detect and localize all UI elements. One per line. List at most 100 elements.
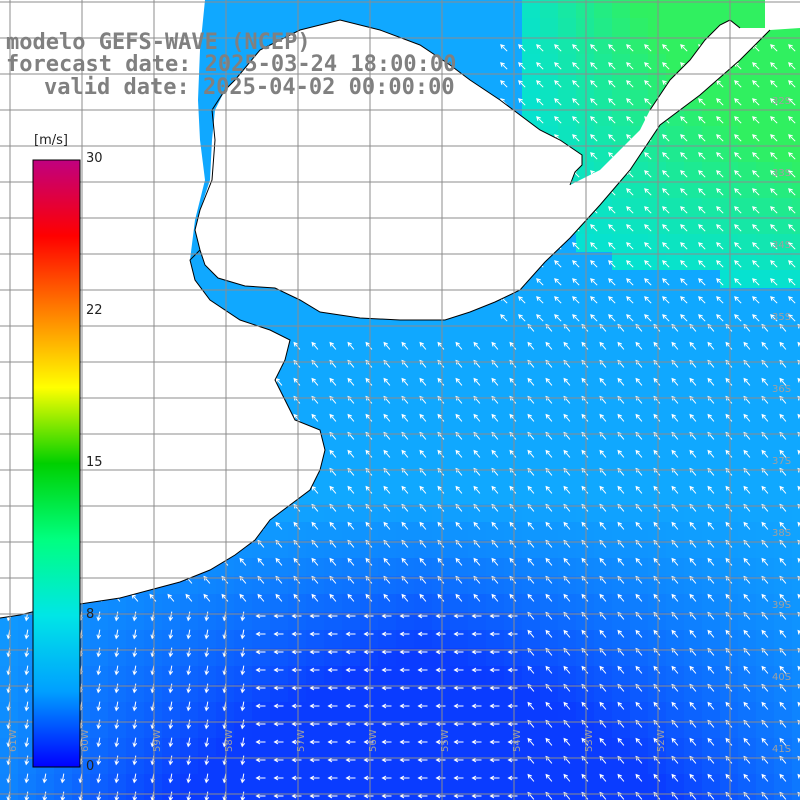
wind-arrow	[752, 170, 760, 178]
wind-speed-cell	[540, 306, 559, 325]
wind-speed-cell	[558, 54, 577, 73]
wind-speed-cell	[558, 702, 577, 721]
wind-speed-cell	[18, 666, 37, 685]
wind-speed-cell	[522, 576, 541, 595]
wind-arrow	[132, 719, 138, 730]
wind-speed-cell	[594, 684, 613, 703]
wind-speed-cell	[756, 468, 775, 487]
wind-arrow	[671, 665, 679, 674]
wind-speed-cell	[108, 648, 127, 667]
wind-arrow	[471, 631, 482, 637]
wind-arrow	[204, 647, 210, 658]
wind-speed-cell	[684, 576, 703, 595]
wind-speed-cell	[594, 378, 613, 397]
wind-speed-cell	[594, 738, 613, 757]
wind-arrow	[626, 278, 634, 286]
wind-arrow	[273, 685, 284, 691]
wind-speed-cell	[702, 486, 721, 505]
longitude-labels: 61W 60W 59W 58W 57W 56W 55W 54W 53W 52W	[8, 729, 667, 752]
wind-arrow	[435, 667, 446, 673]
wind-speed-cell	[18, 702, 37, 721]
wind-arrow	[311, 377, 319, 386]
wind-arrow	[617, 485, 625, 494]
wind-speed-cell	[396, 504, 415, 523]
wind-arrow	[563, 701, 571, 710]
wind-speed-cell	[90, 738, 109, 757]
wind-arrow	[752, 116, 760, 124]
wind-speed-cell	[324, 702, 343, 721]
wind-arrow	[563, 737, 571, 746]
wind-speed-cell	[792, 72, 800, 91]
wind-arrow	[671, 413, 679, 422]
wind-arrow	[644, 206, 652, 214]
wind-arrow	[309, 775, 320, 781]
wind-arrow	[761, 737, 769, 746]
wind-speed-cell	[540, 360, 559, 379]
wind-arrow	[761, 557, 769, 566]
wind-speed-cell	[738, 648, 757, 667]
wind-speed-cell	[702, 252, 721, 271]
wind-arrow	[381, 721, 392, 727]
wind-speed-cell	[180, 594, 199, 613]
wind-arrow	[527, 557, 535, 566]
wind-speed-cell	[630, 522, 649, 541]
wind-arrow	[273, 775, 284, 781]
wind-speed-cell	[774, 774, 793, 793]
wind-arrow	[698, 206, 706, 214]
wind-speed-cell	[630, 270, 649, 289]
wind-speed-cell	[486, 666, 505, 685]
wind-speed-cell	[378, 414, 397, 433]
wind-speed-cell	[414, 414, 433, 433]
wind-arrow	[725, 449, 733, 458]
wind-speed-cell	[234, 702, 253, 721]
wind-speed-cell	[468, 702, 487, 721]
wind-arrow	[581, 341, 589, 350]
wind-speed-cell	[414, 0, 433, 19]
wind-speed-cell	[252, 648, 271, 667]
wind-arrow	[752, 314, 760, 322]
wind-speed-cell	[306, 720, 325, 739]
wind-arrow	[381, 739, 392, 745]
wind-arrow	[255, 793, 266, 799]
wind-speed-cell	[540, 396, 559, 415]
wind-arrow	[473, 557, 481, 566]
wind-arrow	[311, 521, 319, 530]
wind-speed-cell	[342, 540, 361, 559]
wind-speed-cell	[378, 378, 397, 397]
wind-speed-cell	[594, 288, 613, 307]
wind-arrow	[507, 793, 518, 799]
wind-arrow	[347, 449, 355, 458]
wind-arrow	[365, 341, 373, 350]
wind-arrow	[725, 557, 733, 566]
wind-speed-cell	[522, 360, 541, 379]
wind-speed-cell	[468, 18, 487, 37]
wind-speed-cell	[414, 324, 433, 343]
wind-speed-cell	[342, 432, 361, 451]
wind-speed-cell	[198, 702, 217, 721]
wind-arrow	[24, 791, 30, 800]
wind-arrow	[680, 224, 688, 232]
wind-speed-cell	[630, 504, 649, 523]
wind-arrow	[725, 377, 733, 386]
wind-speed-cell	[702, 468, 721, 487]
wind-arrow	[401, 377, 409, 386]
wind-speed-cell	[738, 90, 757, 109]
wind-speed-cell	[792, 306, 800, 325]
wind-arrow	[734, 170, 742, 178]
wind-speed-cell	[198, 270, 217, 289]
wind-speed-cell	[306, 612, 325, 631]
wind-arrow	[291, 721, 302, 727]
wind-arrow	[635, 341, 643, 350]
wind-speed-cell	[306, 0, 325, 19]
wind-arrow	[662, 260, 670, 268]
wind-speed-cell	[666, 684, 685, 703]
wind-speed-cell	[738, 0, 757, 19]
wind-arrow	[536, 278, 544, 286]
wind-speed-cell	[468, 378, 487, 397]
wind-speed-cell	[792, 126, 800, 145]
wind-arrow	[554, 62, 562, 70]
wind-speed-cell	[468, 486, 487, 505]
wind-arrow	[689, 521, 697, 530]
wind-arrow	[734, 224, 742, 232]
wind-speed-cell	[738, 288, 757, 307]
